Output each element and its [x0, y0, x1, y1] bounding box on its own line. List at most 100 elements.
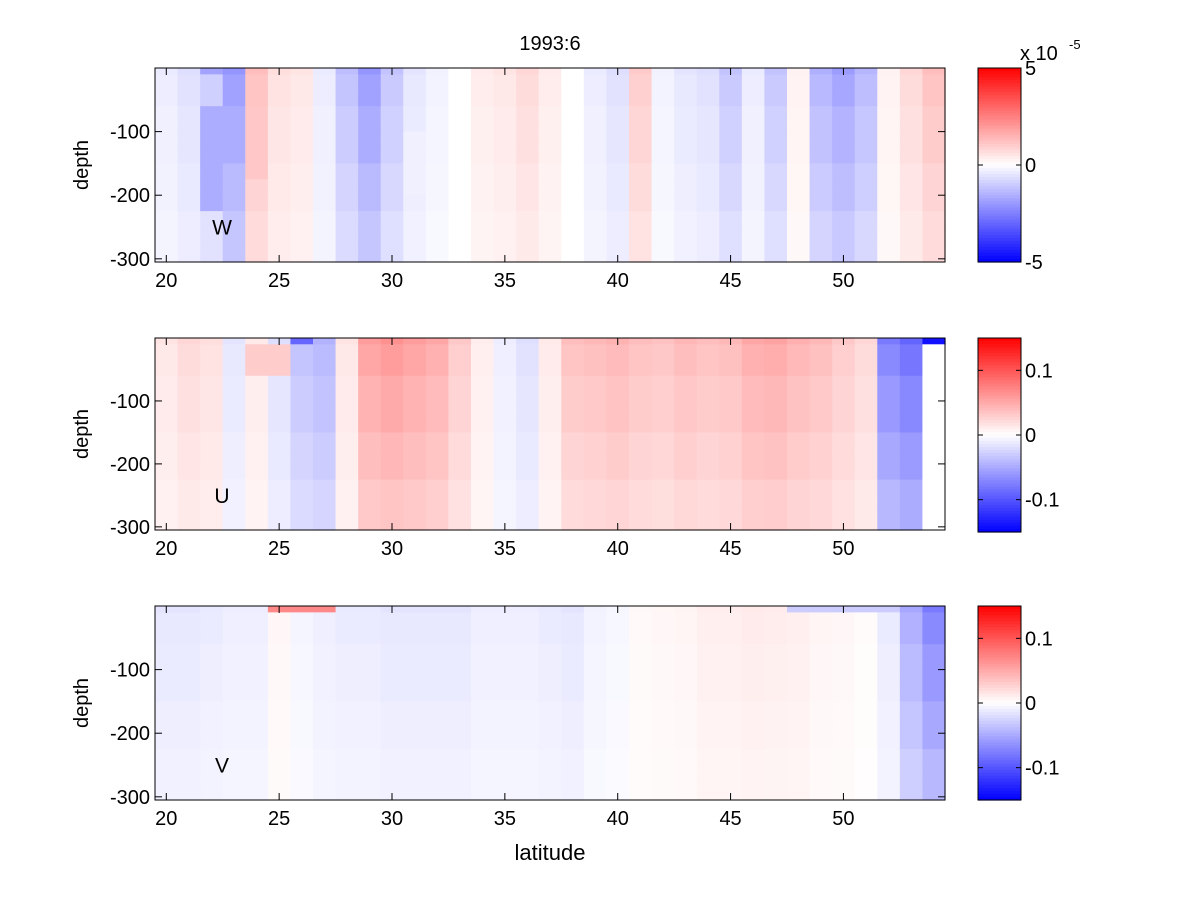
heatmap-cell	[448, 131, 472, 149]
heatmap-cell	[448, 400, 472, 418]
heatmap-cell	[290, 375, 314, 389]
heatmap-cell	[854, 479, 878, 496]
heatmap-cell	[741, 147, 766, 165]
heatmap-cell	[380, 717, 404, 734]
heatmap-cell	[561, 227, 585, 244]
heatmap-cell	[854, 669, 878, 687]
heatmap-cell	[674, 118, 698, 133]
heatmap-cell	[267, 669, 292, 687]
heatmap-cell	[155, 356, 179, 367]
heatmap-cell	[561, 749, 585, 766]
heatmap-cell	[583, 80, 608, 88]
heatmap-cell	[651, 227, 675, 244]
heatmap-cell	[313, 511, 337, 531]
heatmap-cell	[854, 96, 878, 107]
colorbar-segment	[978, 657, 1021, 662]
heatmap-cell	[177, 87, 201, 98]
heatmap-cell	[832, 780, 856, 801]
heatmap-cell	[448, 68, 472, 75]
heatmap-cell	[583, 765, 608, 782]
y-tick-label: -200	[110, 185, 150, 207]
x-tick-label: 40	[607, 270, 629, 292]
heatmap-cell	[719, 366, 743, 377]
colorbar-segment	[978, 413, 1021, 418]
heatmap-cell	[741, 685, 766, 703]
heatmap-cell	[606, 195, 630, 212]
heatmap-cell	[741, 511, 766, 531]
heatmap-cell	[674, 68, 698, 75]
heatmap-cell	[832, 147, 856, 165]
heatmap-cell	[200, 350, 224, 358]
heatmap-cell	[629, 350, 653, 358]
heatmap-cell	[877, 448, 901, 465]
heatmap-cell	[922, 432, 946, 449]
heatmap-cell	[380, 463, 404, 481]
heatmap-cell	[764, 634, 788, 645]
heatmap-cell	[403, 400, 427, 418]
heatmap-cell	[538, 685, 562, 703]
heatmap-cell	[741, 118, 766, 133]
heatmap-cell	[899, 96, 924, 107]
heatmap-cell	[471, 147, 495, 165]
heatmap-cell	[787, 87, 811, 98]
heatmap-cell	[787, 618, 811, 626]
heatmap-cell	[222, 780, 246, 801]
heatmap-cell	[493, 195, 517, 212]
heatmap-cell	[177, 634, 201, 645]
heatmap-cell	[358, 656, 382, 671]
heatmap-cell	[674, 644, 698, 658]
heatmap-cell	[358, 717, 382, 734]
heatmap-cell	[290, 227, 314, 244]
x-tick-label: 45	[719, 270, 741, 292]
heatmap-cell	[200, 74, 224, 82]
heatmap-cell	[313, 634, 337, 645]
heatmap-cell	[899, 163, 924, 180]
y-tick-label: -100	[110, 122, 150, 144]
heatmap-cell	[899, 356, 924, 367]
colorbar-segment	[978, 104, 1021, 109]
heatmap-cell	[425, 179, 450, 196]
heatmap-cell	[335, 96, 359, 107]
colorbar-segment	[978, 98, 1021, 102]
heatmap-cell	[313, 749, 337, 766]
heatmap-cell	[606, 701, 630, 718]
heatmap-cell	[403, 350, 427, 358]
heatmap-cell	[290, 612, 314, 620]
heatmap-cell	[719, 106, 743, 120]
heatmap-cell	[222, 416, 246, 434]
heatmap-cell	[651, 733, 675, 750]
heatmap-cell	[696, 463, 720, 481]
heatmap-cell	[854, 625, 878, 636]
heatmap-cell	[358, 701, 382, 718]
heatmap-cell	[719, 749, 743, 766]
heatmap-cell	[403, 717, 427, 734]
heatmap-cell	[877, 606, 901, 613]
heatmap-cell	[877, 375, 901, 389]
heatmap-cell	[764, 211, 788, 228]
colorbar-segment	[978, 186, 1021, 190]
heatmap-cell	[267, 242, 292, 263]
colorbar-segment	[978, 122, 1021, 127]
heatmap-cell	[471, 780, 495, 801]
heatmap-cell	[403, 733, 427, 750]
heatmap-cell	[335, 625, 359, 636]
heatmap-cell	[245, 606, 269, 613]
colorbar-segment	[978, 778, 1021, 783]
heatmap-cell	[674, 338, 698, 345]
heatmap-cell	[561, 432, 585, 449]
heatmap-cell	[538, 495, 562, 512]
heatmap-cell	[651, 344, 675, 352]
heatmap-cell	[313, 356, 337, 367]
heatmap-cell	[899, 749, 924, 766]
heatmap-cell	[358, 495, 382, 512]
heatmap-cell	[561, 634, 585, 645]
heatmap-cell	[922, 350, 946, 358]
colorbar-segment	[978, 624, 1021, 628]
heatmap-cell	[809, 338, 833, 345]
heatmap-cell	[809, 211, 833, 228]
heatmap-cell	[380, 625, 404, 636]
heatmap-cell	[787, 625, 811, 636]
heatmap-cell	[380, 227, 404, 244]
colorbar-segment	[978, 462, 1021, 466]
heatmap-cell	[787, 211, 811, 228]
